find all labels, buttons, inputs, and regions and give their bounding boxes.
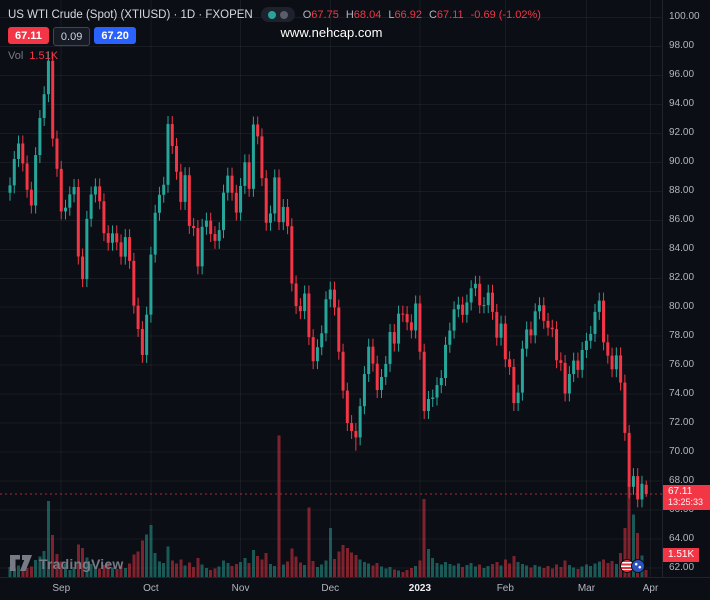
price-pane[interactable] bbox=[0, 0, 663, 600]
price-tick: 64.00 bbox=[669, 533, 695, 545]
price-tick: 94.00 bbox=[669, 98, 695, 110]
price-tick: 62.00 bbox=[669, 562, 695, 574]
low-label: L bbox=[388, 8, 395, 21]
price-tick: 92.00 bbox=[669, 127, 695, 139]
time-label: Dec bbox=[321, 583, 340, 594]
event-flag-blue-icon bbox=[631, 559, 645, 573]
price-tick: 80.00 bbox=[669, 301, 695, 313]
price-tick: 96.00 bbox=[669, 69, 695, 81]
open-value: 67.75 bbox=[311, 8, 339, 21]
time-label: 2023 bbox=[408, 583, 432, 594]
price-axis[interactable]: 67.11 13:25:33 1.51K 100.00 98.00 96.00 94.… bbox=[662, 0, 710, 578]
time-axis[interactable]: Sep Oct Nov Dec 2023 Feb Mar Apr bbox=[0, 577, 710, 600]
price-tick: 74.00 bbox=[669, 388, 695, 400]
time-label: Nov bbox=[231, 583, 250, 594]
tradingview-mark-icon bbox=[10, 555, 32, 571]
high-label: H bbox=[345, 8, 354, 21]
price-tick: 78.00 bbox=[669, 330, 695, 342]
buy-price-badge[interactable]: 67.20 bbox=[94, 27, 136, 44]
time-label: Oct bbox=[143, 583, 159, 594]
quote-badges: 67.11 0.09 67.20 bbox=[8, 27, 136, 46]
event-markers[interactable] bbox=[620, 559, 645, 573]
price-tick: 98.00 bbox=[669, 40, 695, 52]
price-tick: 90.00 bbox=[669, 156, 695, 168]
chart-legend: US WTI Crude (Spot) (XTIUSD) · 1D · FXOP… bbox=[8, 7, 541, 22]
price-tick: 84.00 bbox=[669, 243, 695, 255]
close-value: 67.11 bbox=[436, 8, 464, 21]
time-label: Apr bbox=[642, 583, 659, 594]
series-visibility-toggle[interactable] bbox=[260, 7, 295, 22]
bar-countdown: 13:25:33 bbox=[668, 497, 704, 508]
visibility-on-icon bbox=[267, 10, 276, 19]
volume-legend: Vol 1.51K bbox=[8, 50, 58, 62]
last-price-label: 67.11 13:25:33 bbox=[663, 485, 710, 511]
close-label: C bbox=[428, 8, 437, 21]
price-tick: 86.00 bbox=[669, 214, 695, 226]
change-value: -0.69 (-1.02%) bbox=[470, 8, 541, 21]
price-tick: 100.00 bbox=[669, 11, 700, 23]
spread-badge[interactable]: 0.09 bbox=[52, 27, 91, 46]
price-tick: 70.00 bbox=[669, 446, 695, 458]
volume-layer bbox=[8, 435, 648, 578]
time-label: Sep bbox=[52, 583, 71, 594]
price-tick: 76.00 bbox=[669, 359, 695, 371]
volume-value: 1.51K bbox=[29, 50, 59, 62]
price-tick: 82.00 bbox=[669, 272, 695, 284]
tradingview-wordmark: TradingView bbox=[39, 555, 124, 572]
time-label: Feb bbox=[496, 583, 514, 594]
sell-price-badge[interactable]: 67.11 bbox=[8, 27, 49, 44]
watermark-text: www.nehcap.com bbox=[280, 25, 383, 40]
price-tick: 68.00 bbox=[669, 475, 695, 487]
volume-axis-label: 1.51K bbox=[663, 548, 700, 562]
price-tick: 72.00 bbox=[669, 417, 695, 429]
symbol-title[interactable]: US WTI Crude (Spot) (XTIUSD) · 1D · FXOP… bbox=[8, 8, 253, 21]
candles-layer bbox=[8, 51, 648, 508]
visibility-off-icon bbox=[279, 10, 288, 19]
grid-layer bbox=[0, 0, 663, 600]
high-value: 68.04 bbox=[353, 8, 382, 21]
tradingview-logo[interactable]: TradingView bbox=[10, 555, 123, 572]
time-label: Mar bbox=[577, 583, 596, 594]
last-price-value: 67.11 bbox=[668, 486, 693, 498]
open-label: O bbox=[302, 8, 312, 21]
price-tick: 88.00 bbox=[669, 185, 695, 197]
ohlc-values: O67.75 H68.04 L66.92 C67.11 -0.69 (-1.02… bbox=[303, 9, 541, 21]
volume-label: Vol bbox=[8, 50, 24, 62]
low-value: 66.92 bbox=[394, 8, 422, 21]
